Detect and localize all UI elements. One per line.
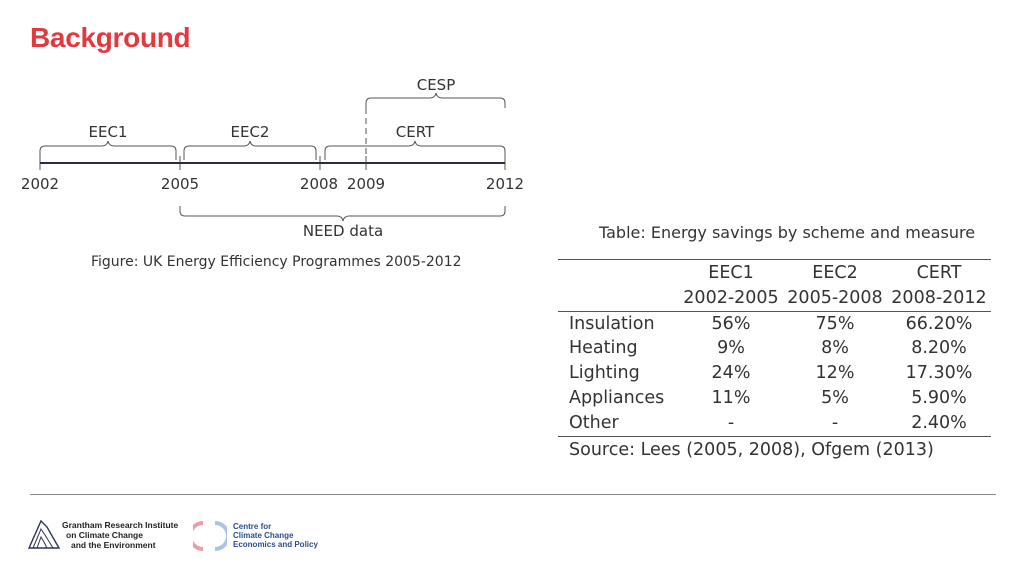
label-need-data: NEED data <box>303 222 383 240</box>
cell-value: 5% <box>821 387 849 408</box>
grantham-institute-logo-text: Grantham Research Institute on Climate C… <box>62 520 178 550</box>
cell-value: 2.40% <box>887 410 991 437</box>
year-2008: 2008 <box>300 175 338 193</box>
header-period: 2005-2008 <box>783 285 887 312</box>
slide-title: Background <box>30 22 191 53</box>
table-caption: Table: Energy savings by scheme and meas… <box>599 223 976 242</box>
cell-value: 5.90% <box>911 387 967 408</box>
header-period: 2002-2005 <box>679 285 783 312</box>
logo1-line: on Climate Change <box>66 530 143 540</box>
cell-value: 9% <box>717 338 745 359</box>
header-period: 2008-2012 <box>887 285 991 312</box>
cell-value: 11% <box>711 387 751 408</box>
table-header-schemes: EEC1 EEC2 CERT <box>558 258 991 286</box>
logo1-line: and the Environment <box>71 540 156 550</box>
eec2-brace <box>183 140 317 160</box>
table-row: Other - - 2.40% <box>558 410 991 437</box>
row-label: Appliances <box>569 387 665 408</box>
table-header-periods: 2002-2005 2005-2008 2008-2012 <box>558 285 991 312</box>
cell-value: - <box>783 410 887 437</box>
cell-value: 8.20% <box>911 338 967 359</box>
cell-value: 8% <box>821 338 849 359</box>
header-empty <box>558 258 679 286</box>
footer-divider <box>30 494 996 495</box>
energy-savings-table: EEC1 EEC2 CERT 2002-2005 2005-2008 2008-… <box>558 258 991 462</box>
row-label: Lighting <box>569 363 640 384</box>
table-row: Heating 9% 8% 8.20% <box>558 336 991 361</box>
header-scheme: CERT <box>887 258 991 286</box>
row-label: Insulation <box>569 313 655 334</box>
table-row: Lighting 24% 12% 17.30% <box>558 361 991 386</box>
cesp-brace <box>365 92 506 108</box>
cell-value: 66.20% <box>905 313 973 334</box>
grantham-institute-logo-icon <box>27 519 61 549</box>
cccep-logo-text: Centre for Climate Change Economics and … <box>233 522 318 549</box>
table-row: Appliances 11% 5% 5.90% <box>558 386 991 411</box>
cell-value: 12% <box>815 363 855 384</box>
logo2-line: Centre for <box>233 522 272 531</box>
year-2005: 2005 <box>161 175 199 193</box>
table-source-row: Source: Lees (2005, 2008), Ofgem (2013) <box>558 436 991 462</box>
row-label: Heating <box>569 338 638 359</box>
year-2002: 2002 <box>21 175 59 193</box>
label-eec2: EEC2 <box>231 123 270 141</box>
logo2-line: Economics and Policy <box>233 540 318 549</box>
logo1-line: Grantham Research Institute <box>62 520 179 530</box>
need-brace <box>179 206 506 222</box>
label-eec1: EEC1 <box>89 123 128 141</box>
cert-brace <box>324 140 506 160</box>
logo2-line: Climate Change <box>233 531 294 540</box>
table-source: Source: Lees (2005, 2008), Ofgem (2013) <box>569 439 934 460</box>
header-scheme: EEC2 <box>783 258 887 286</box>
cell-value: 24% <box>711 363 751 384</box>
cell-value: - <box>679 410 783 437</box>
cccep-logo-icon <box>193 521 227 551</box>
programme-timeline: CESP EEC1 EEC2 CERT 2002 2005 2008 2009 … <box>21 76 524 240</box>
year-2009: 2009 <box>347 175 385 193</box>
cell-value: 75% <box>815 313 855 334</box>
year-2012: 2012 <box>486 175 524 193</box>
header-scheme: EEC1 <box>679 258 783 286</box>
eec1-brace <box>39 140 177 160</box>
row-label: Other <box>558 410 679 437</box>
header-empty <box>558 285 679 312</box>
cell-value: 56% <box>711 313 751 334</box>
table-row: Insulation 56% 75% 66.20% <box>558 311 991 336</box>
figure-caption: Figure: UK Energy Efficiency Programmes … <box>91 254 462 270</box>
label-cesp: CESP <box>417 76 456 94</box>
cell-value: 17.30% <box>905 363 973 384</box>
label-cert: CERT <box>396 123 435 141</box>
